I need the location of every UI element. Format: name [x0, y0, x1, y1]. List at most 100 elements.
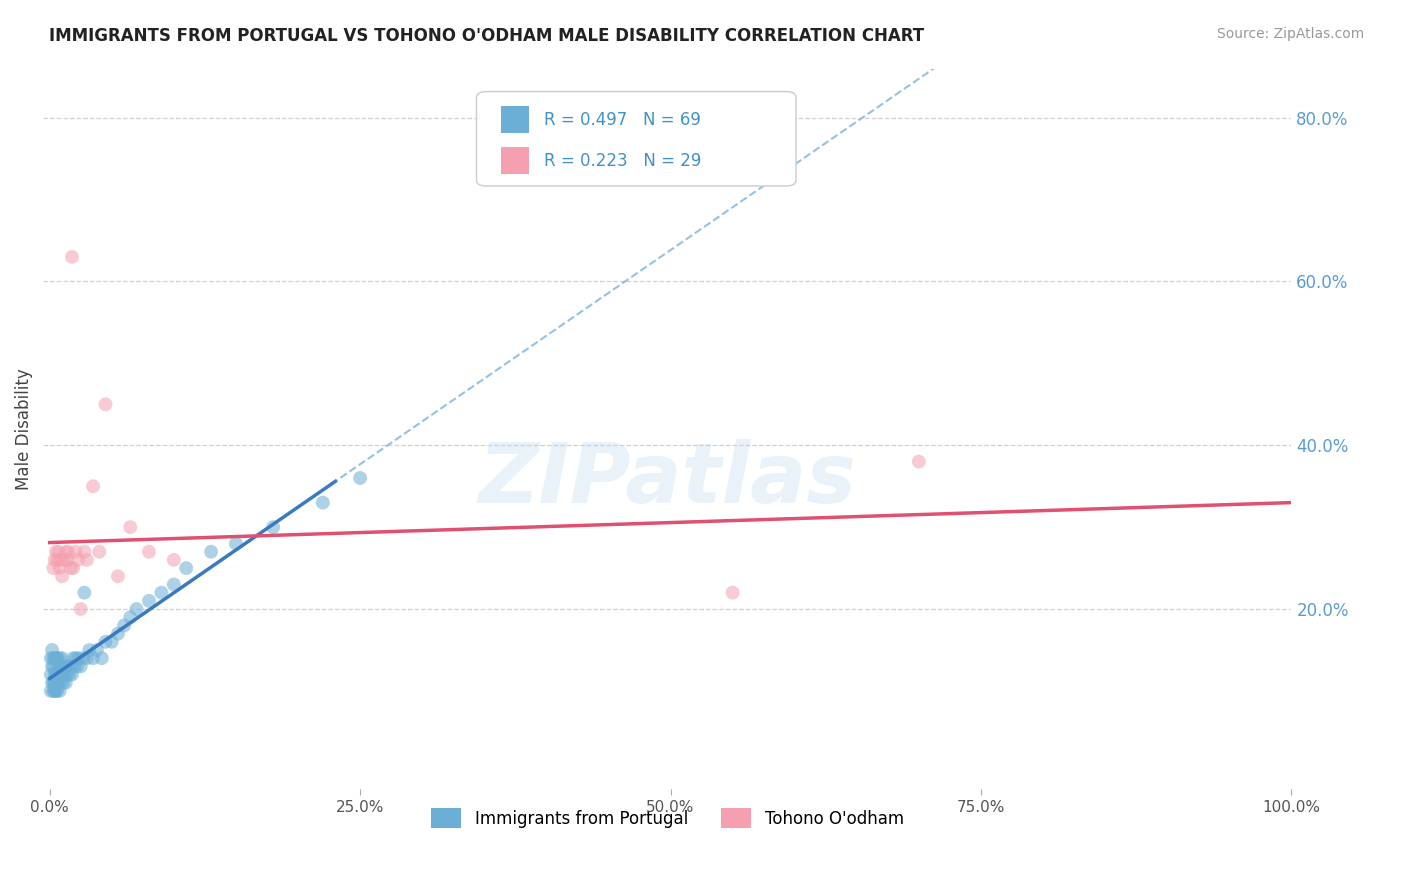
Point	[90, 651, 112, 665]
Point	[73, 585, 96, 599]
Point	[42, 684, 65, 698]
Point	[42, 659, 65, 673]
Point	[138, 545, 160, 559]
Point	[120, 610, 142, 624]
Point	[67, 651, 90, 665]
Point	[49, 675, 72, 690]
FancyBboxPatch shape	[477, 92, 796, 186]
Point	[55, 659, 77, 673]
Point	[120, 520, 142, 534]
FancyBboxPatch shape	[502, 147, 529, 175]
Point	[62, 561, 84, 575]
Point	[45, 545, 67, 559]
Point	[65, 545, 87, 559]
Point	[39, 684, 62, 698]
Point	[52, 675, 75, 690]
Point	[41, 675, 63, 690]
Point	[82, 479, 104, 493]
Point	[48, 684, 70, 698]
Text: ZIPatlas: ZIPatlas	[478, 439, 856, 520]
Point	[45, 667, 67, 681]
Point	[56, 553, 79, 567]
Point	[42, 675, 65, 690]
Point	[44, 667, 66, 681]
Point	[112, 618, 135, 632]
Point	[60, 667, 83, 681]
Point	[46, 553, 69, 567]
Point	[46, 667, 69, 681]
Point	[46, 675, 69, 690]
Point	[63, 659, 86, 673]
Point	[59, 659, 82, 673]
Point	[48, 561, 70, 575]
Point	[312, 495, 335, 509]
Point	[100, 635, 122, 649]
Point	[225, 536, 247, 550]
Point	[349, 471, 371, 485]
Point	[56, 667, 79, 681]
Point	[45, 651, 67, 665]
Point	[163, 577, 186, 591]
Point	[107, 626, 129, 640]
Point	[45, 684, 67, 698]
Point	[65, 651, 87, 665]
Point	[59, 561, 82, 575]
Point	[163, 553, 186, 567]
Point	[76, 553, 98, 567]
Point	[62, 651, 84, 665]
Point	[44, 684, 66, 698]
Text: R = 0.223   N = 29: R = 0.223 N = 29	[544, 152, 702, 169]
Point	[66, 659, 89, 673]
Point	[908, 455, 931, 469]
Point	[49, 553, 72, 567]
Point	[53, 553, 76, 567]
Text: Source: ZipAtlas.com: Source: ZipAtlas.com	[1216, 27, 1364, 41]
Point	[46, 545, 69, 559]
Point	[53, 667, 76, 681]
Point	[41, 659, 63, 673]
Point	[150, 585, 173, 599]
Point	[46, 659, 69, 673]
Point	[174, 561, 197, 575]
Point	[67, 553, 90, 567]
FancyBboxPatch shape	[502, 106, 529, 134]
Point	[60, 250, 83, 264]
Point	[79, 643, 101, 657]
Point	[58, 667, 80, 681]
Point	[55, 675, 77, 690]
Point	[94, 635, 117, 649]
Point	[73, 545, 96, 559]
Point	[69, 659, 91, 673]
Point	[72, 651, 94, 665]
Point	[138, 594, 160, 608]
Point	[125, 602, 148, 616]
Point	[42, 651, 65, 665]
Point	[107, 569, 129, 583]
Point	[200, 545, 222, 559]
Point	[39, 651, 62, 665]
Point	[48, 667, 70, 681]
Legend: Immigrants from Portugal, Tohono O'odham: Immigrants from Portugal, Tohono O'odham	[425, 801, 910, 835]
Point	[51, 667, 73, 681]
Point	[46, 667, 69, 681]
Point	[82, 651, 104, 665]
Point	[46, 651, 69, 665]
Point	[44, 675, 66, 690]
Point	[41, 643, 63, 657]
Point	[44, 553, 66, 567]
Point	[42, 561, 65, 575]
Point	[58, 545, 80, 559]
Point	[55, 545, 77, 559]
Point	[49, 659, 72, 673]
Point	[46, 684, 69, 698]
Point	[39, 667, 62, 681]
Point	[69, 602, 91, 616]
Y-axis label: Male Disability: Male Disability	[15, 368, 32, 490]
Point	[51, 569, 73, 583]
Point	[721, 585, 744, 599]
Point	[44, 651, 66, 665]
Point	[51, 651, 73, 665]
Point	[86, 643, 108, 657]
Point	[58, 659, 80, 673]
Point	[94, 397, 117, 411]
